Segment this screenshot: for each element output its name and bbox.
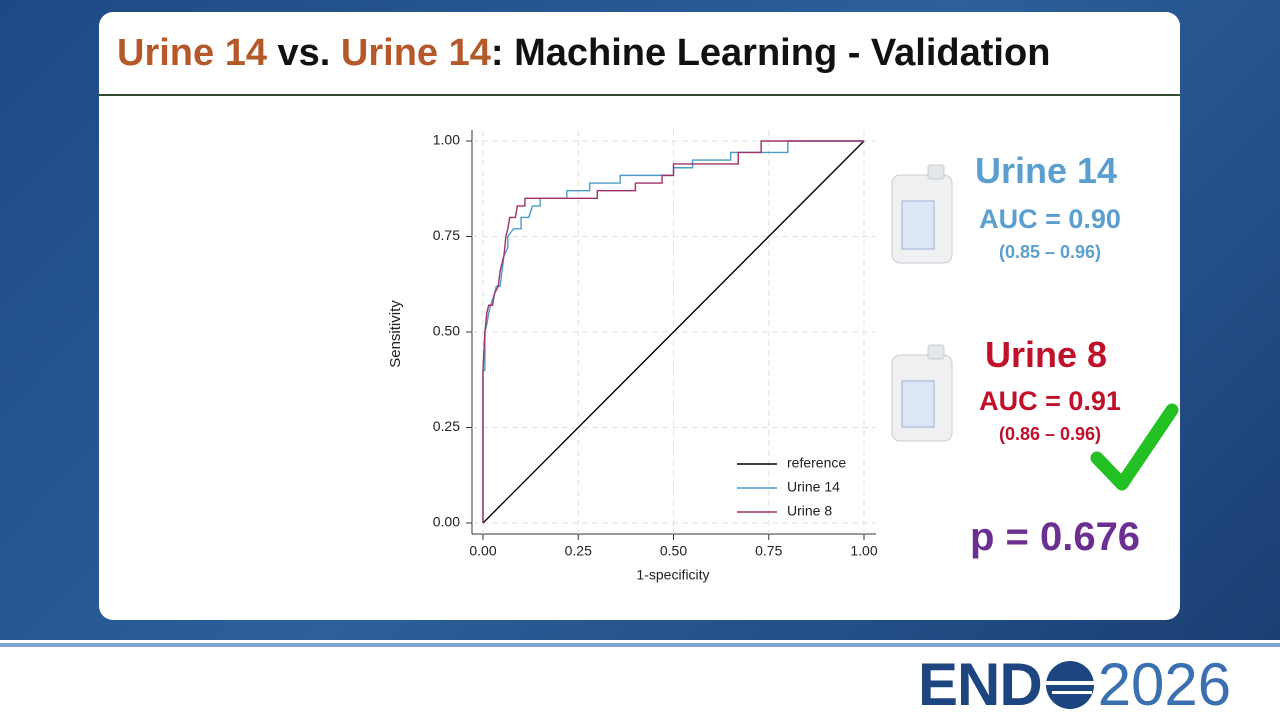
x-tick-label: 1.00	[850, 543, 877, 559]
title-part: : Machine Learning - Validation	[490, 32, 1051, 74]
jug-icon	[891, 164, 953, 264]
y-tick-label: 1.00	[433, 132, 460, 148]
chart: Sensitivity 1-specificity 0.00 0.25 0.50 0.…	[387, 130, 1179, 583]
series-line	[482, 140, 864, 523]
y-axis-label: Sensitivity	[387, 300, 404, 368]
x-tick-label: 0.50	[660, 543, 687, 559]
title-part: Urine 14	[117, 32, 267, 74]
panel-name: Urine 8	[984, 334, 1108, 375]
x-tick-label: 0.00	[469, 543, 496, 559]
legend-label: Urine 8	[787, 503, 832, 519]
panel-auc: AUC = 0.90	[979, 204, 1121, 234]
series-line	[482, 140, 864, 523]
x-tick-label: 0.25	[565, 543, 592, 559]
y-tick-label: 0.75	[433, 227, 460, 243]
logo-globe	[1045, 661, 1094, 709]
panel-ci: (0.85 – 0.96)	[998, 242, 1102, 262]
panel-name: Urine 14	[974, 150, 1118, 191]
series-line	[482, 140, 865, 524]
logo-text: 2026	[1097, 651, 1232, 718]
y-tick-label: 0.00	[433, 514, 460, 530]
x-tick-label: 0.75	[755, 543, 782, 559]
title-rule	[99, 94, 1180, 96]
x-axis-label: 1-specificity	[636, 567, 709, 583]
p-value: p = 0.676	[969, 515, 1141, 559]
check-mark	[1090, 403, 1179, 491]
jug-icon	[891, 344, 953, 442]
panel-ci: (0.86 – 0.96)	[998, 424, 1102, 444]
legend-label: Urine 14	[787, 479, 840, 495]
title-part: Urine 14	[340, 32, 491, 74]
legend-label: reference	[787, 455, 846, 471]
y-tick-label: 0.25	[433, 418, 460, 434]
logo: END 2026	[918, 650, 1231, 720]
title-part: vs.	[277, 32, 331, 74]
logo-text: END	[918, 651, 1043, 718]
y-tick-label: 0.50	[433, 323, 460, 339]
panel-auc: AUC = 0.91	[979, 386, 1121, 416]
slide-title: Urine 14 vs. Urine 14: Machine Learning …	[117, 32, 1050, 75]
footer-line	[0, 643, 1280, 647]
card: Urine 14 vs. Urine 14: Machine Learning …	[99, 12, 1180, 620]
